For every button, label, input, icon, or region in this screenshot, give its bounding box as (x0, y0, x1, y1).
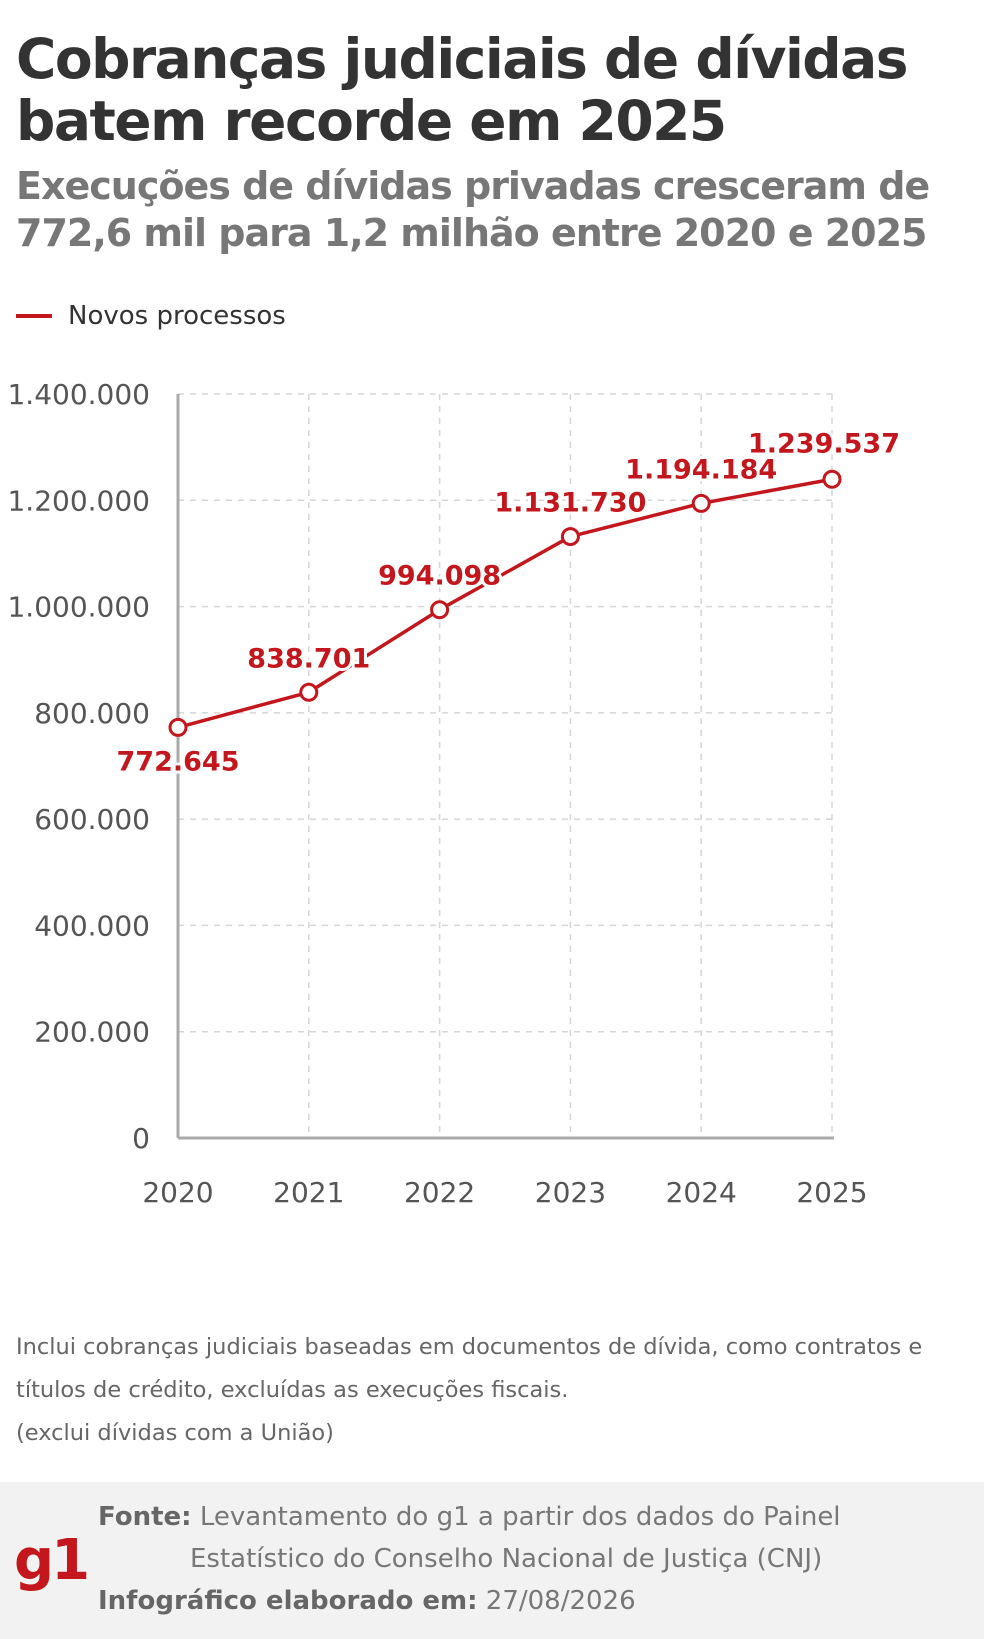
page-title: Cobranças judiciais de dívidas batem rec… (16, 27, 909, 153)
x-tick-label: 2021 (273, 1176, 344, 1209)
data-label-halo: 772.645 (117, 746, 240, 777)
chart-note: Inclui cobranças judiciais baseadas em d… (16, 1326, 966, 1455)
date-value: 27/08/2026 (485, 1586, 636, 1616)
x-tick-label: 2020 (142, 1176, 213, 1209)
page-subtitle: Execuções de dívidas privadas cresceram … (16, 164, 930, 255)
data-point (430, 600, 450, 620)
date-label: Infográfico elaborado em: (98, 1586, 478, 1616)
data-point (168, 717, 188, 737)
x-tick-label: 2023 (535, 1176, 606, 1209)
note-text: Inclui cobranças judiciais baseadas em d… (16, 1334, 923, 1403)
data-label-halo: 1.131.730 (494, 488, 646, 519)
footer: g1 Fonte: Levantamento do g1 a partir do… (0, 1482, 984, 1639)
legend-line-swatch (16, 314, 52, 318)
data-label-halo: 838.701 (247, 643, 370, 674)
chart-axes: 0 200.000 400.000 600.000 800.000 1.000.000 1.… (7, 378, 867, 1209)
x-tick-label: 2024 (666, 1176, 737, 1209)
data-label-halo: 994.098 (378, 561, 501, 592)
data-label: 772.645 (117, 746, 240, 777)
y-tick-label: 600.000 (34, 803, 150, 836)
data-label-halo: 1.239.537 (748, 428, 900, 459)
data-point (691, 493, 711, 513)
x-tick-label: 2022 (404, 1176, 475, 1209)
y-tick-label: 800.000 (34, 697, 150, 730)
y-tick-label: 1.000.000 (7, 591, 150, 624)
data-label: 1.194.184 (625, 454, 777, 485)
note-exclusion: (exclui dívidas com a União) (16, 1420, 334, 1446)
source-label: Fonte: (98, 1502, 192, 1532)
y-tick-label: 1.200.000 (7, 484, 150, 517)
y-tick-label: 1.400.000 (7, 378, 150, 411)
data-label: 1.239.537 (748, 428, 900, 459)
data-point (822, 469, 842, 489)
legend-label: Novos processos (68, 301, 286, 331)
series-line (177, 477, 833, 730)
line-chart: 0 200.000 400.000 600.000 800.000 1.000.000 1.… (7, 378, 903, 1209)
chart-grid (178, 393, 833, 1138)
data-label: 994.098 (378, 561, 501, 592)
data-point (560, 527, 580, 547)
chart-legend: Novos processos (16, 296, 286, 336)
y-tick-label: 400.000 (34, 909, 150, 942)
data-label-halo: 1.194.184 (625, 454, 777, 485)
y-tick-label: 0 (132, 1122, 150, 1155)
g1-logo: g1 (14, 1528, 90, 1593)
y-tick-label: 200.000 (34, 1016, 150, 1049)
source-block: Fonte: Levantamento do g1 a partir dos d… (98, 1496, 968, 1622)
data-label: 1.131.730 (494, 488, 646, 519)
source-line-1: Levantamento do g1 a partir dos dados do… (199, 1502, 841, 1532)
chart-series: 772.645772.645838.701838.701994.098994.0… (114, 425, 903, 780)
source-line-2: Estatístico do Conselho Nacional de Just… (190, 1544, 823, 1574)
data-label: 838.701 (247, 643, 370, 674)
data-point (299, 682, 319, 702)
x-tick-label: 2025 (796, 1176, 867, 1209)
